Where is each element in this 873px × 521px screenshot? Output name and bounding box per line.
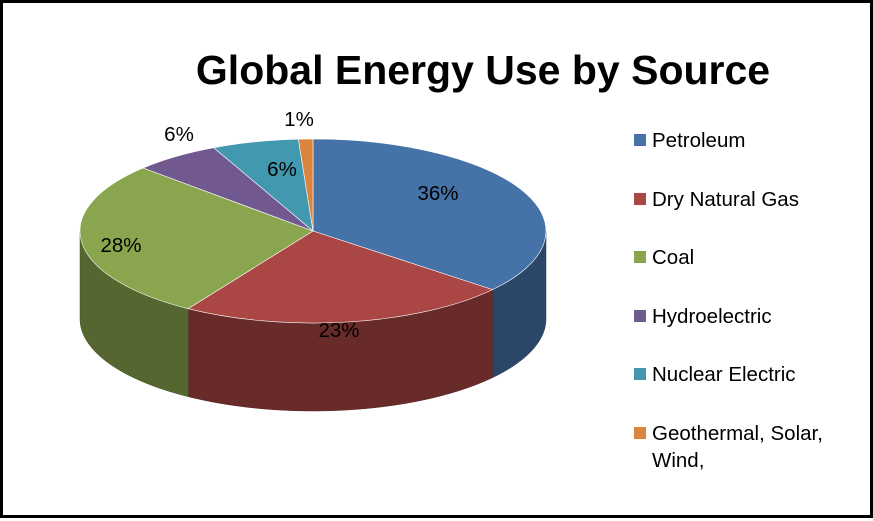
legend: Petroleum Dry Natural Gas Coal Hydroelectri…	[628, 123, 868, 474]
legend-label-geothermal-solar-wind: Geothermal, Solar, Wind,	[652, 421, 823, 472]
pie-side-group	[79, 230, 547, 412]
legend-item-dry-natural-gas: Dry Natural Gas	[628, 182, 868, 241]
legend-swatch-coal	[634, 251, 646, 263]
legend-swatch-petroleum	[634, 134, 646, 146]
legend-item-coal: Coal	[628, 240, 868, 299]
data-label-hydroelectric: 6%	[164, 123, 194, 146]
legend-swatch-dry-natural-gas	[634, 192, 646, 205]
legend-swatch-geothermal-solar-wind	[634, 426, 646, 439]
data-label-geothermal-solar-wind: 1%	[284, 108, 314, 131]
pie-slice-dry-natural-gas	[187, 230, 494, 324]
legend-swatch-nuclear-electric	[634, 368, 646, 380]
legend-label-nuclear-electric: Nuclear Electric	[652, 363, 796, 386]
legend-item-hydroelectric: Hydroelectric	[628, 299, 868, 358]
legend-item-geothermal-solar-wind: Geothermal, Solar, Wind,	[628, 416, 868, 475]
pie-chart: 36% 23% 28% 6% 6% 1%	[79, 108, 547, 412]
data-label-dry-natural-gas: 23%	[318, 319, 359, 342]
chart-title: Global Energy Use by Source	[195, 47, 771, 93]
legend-label-coal: Coal	[652, 246, 695, 269]
pie-slice-petroleum	[312, 138, 547, 290]
legend-item-nuclear-electric: Nuclear Electric	[628, 357, 868, 416]
data-label-coal: 28%	[100, 234, 141, 257]
legend-item-petroleum: Petroleum	[628, 123, 868, 182]
pie-slice-geothermal-solar-wind	[298, 138, 314, 232]
pie-slice-coal	[79, 167, 314, 310]
legend-swatch-hydroelectric	[634, 309, 646, 322]
data-label-petroleum: 36%	[417, 182, 458, 205]
legend-label-dry-natural-gas: Dry Natural Gas	[652, 187, 799, 211]
data-label-nuclear-electric: 6%	[267, 158, 297, 181]
legend-label-hydroelectric: Hydroelectric	[652, 304, 772, 328]
legend-label-petroleum: Petroleum	[652, 129, 746, 152]
pie-top-group	[79, 138, 547, 324]
